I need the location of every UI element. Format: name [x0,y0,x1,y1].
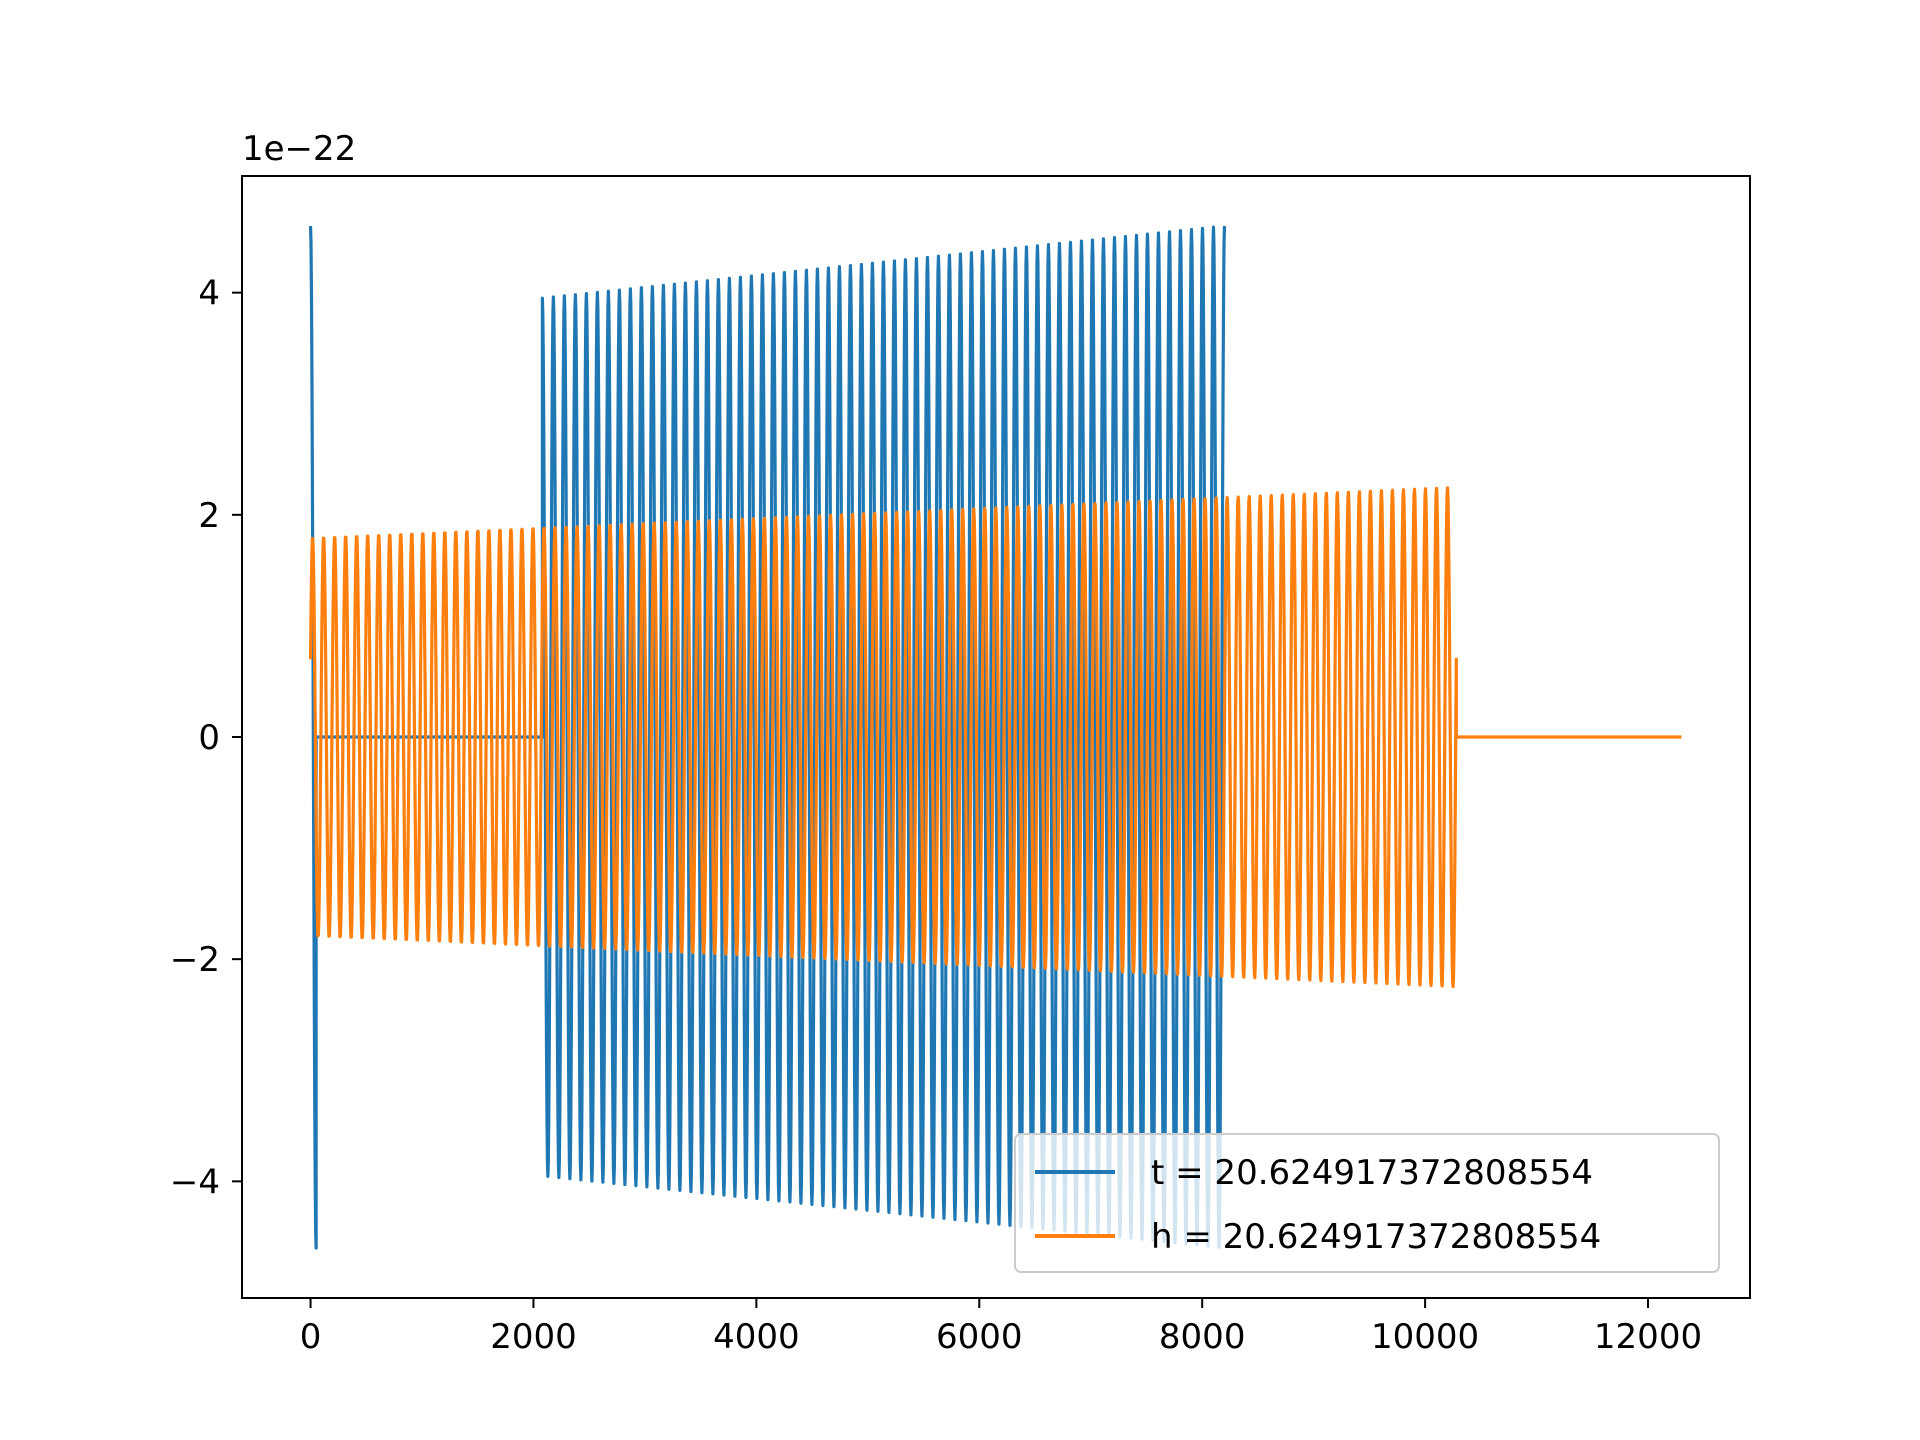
y-tick-label: 0 [198,718,220,758]
x-tick-label: 4000 [713,1317,800,1357]
legend: t = 20.624917372808554 h = 20.62491737280… [1014,1133,1720,1273]
legend-label: h = 20.624917372808554 [1151,1217,1601,1257]
x-axis: 0 2000 4000 6000 8000 10000 12000 [300,1298,1702,1357]
y-tick-label: 4 [198,274,220,314]
y-tick-label: −2 [170,940,220,980]
y-axis: −4 −2 0 2 4 [170,274,242,1202]
x-tick-label: 2000 [490,1317,577,1357]
y-tick-label: 2 [198,496,220,536]
y-tick-label: −4 [170,1162,220,1202]
x-tick-label: 12000 [1594,1317,1702,1357]
series-line-1 [308,486,1682,989]
legend-box [1014,1133,1720,1273]
x-tick-label: 8000 [1159,1317,1246,1357]
y-offset-label: 1e−22 [242,129,356,169]
x-tick-label: 6000 [936,1317,1023,1357]
x-tick-label: 10000 [1371,1317,1479,1357]
x-tick-label: 0 [300,1317,322,1357]
legend-label: t = 20.624917372808554 [1151,1153,1593,1193]
